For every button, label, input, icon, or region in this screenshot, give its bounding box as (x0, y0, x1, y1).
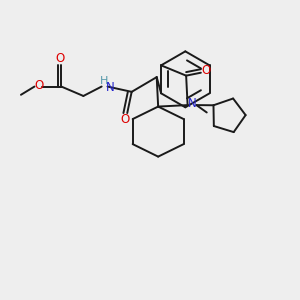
Text: H: H (100, 76, 108, 86)
Text: O: O (120, 113, 130, 126)
Text: N: N (106, 81, 114, 94)
Text: O: O (34, 80, 43, 92)
Text: N: N (188, 97, 197, 110)
Text: O: O (55, 52, 64, 65)
Text: O: O (201, 64, 211, 77)
